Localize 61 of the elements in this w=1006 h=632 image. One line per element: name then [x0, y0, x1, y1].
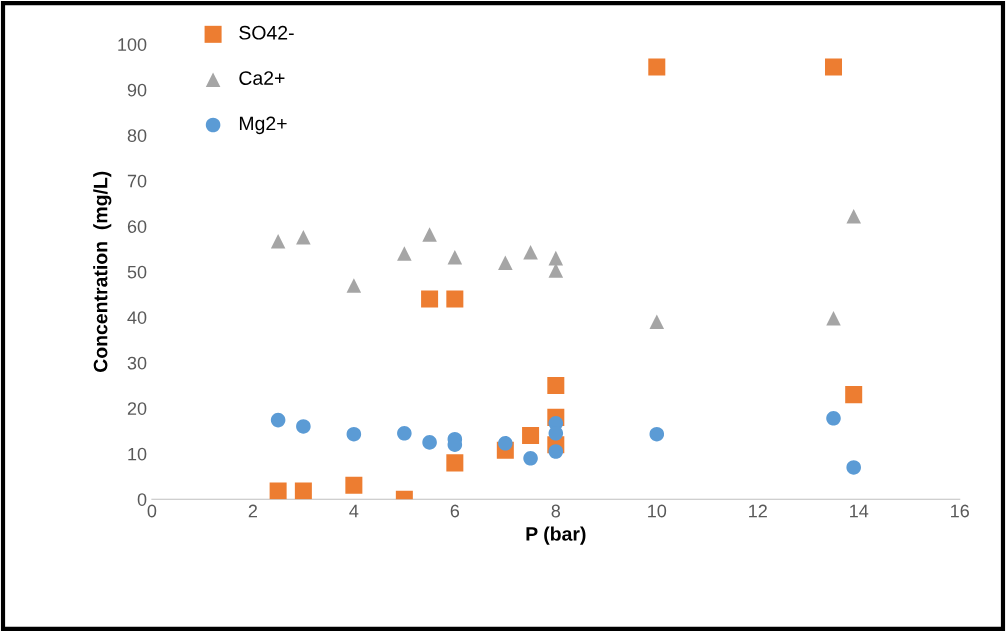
point — [345, 476, 363, 494]
point — [523, 451, 538, 466]
point — [648, 58, 666, 76]
x-tick-label: 2 — [248, 504, 257, 518]
x-tick-label: 14 — [850, 504, 869, 518]
point — [397, 246, 412, 261]
point — [294, 482, 312, 500]
point — [846, 208, 861, 224]
y-tick-label: 40 — [127, 311, 147, 324]
point — [498, 255, 513, 270]
point — [548, 444, 564, 459]
x-tick-label: 6 — [450, 504, 460, 518]
y-axis-title: Concentration (mg/L) — [93, 171, 112, 372]
point — [826, 411, 841, 426]
point — [446, 454, 464, 472]
point — [548, 426, 564, 441]
point — [498, 436, 513, 451]
legend-label: SO42- — [239, 25, 294, 40]
point — [547, 377, 565, 395]
x-tick-label: 12 — [749, 504, 767, 518]
x-tick-label: 4 — [349, 504, 359, 518]
x-tick-label: 8 — [551, 504, 561, 518]
y-tick-label: 20 — [127, 402, 147, 415]
point — [548, 250, 564, 266]
point — [346, 426, 362, 442]
x-axis-title: P (bar) — [526, 526, 586, 545]
point — [270, 412, 286, 428]
point — [346, 278, 362, 293]
point — [422, 227, 437, 242]
point — [846, 460, 861, 475]
point — [421, 290, 439, 308]
point — [845, 386, 863, 404]
legend-label: Ca2+ — [239, 71, 285, 85]
point — [270, 233, 286, 249]
point — [522, 427, 540, 445]
y-tick-label: 70 — [127, 174, 147, 188]
point — [649, 426, 665, 442]
point — [296, 419, 311, 434]
point — [523, 244, 538, 260]
y-tick-label: 50 — [127, 265, 147, 279]
y-tick-label: 10 — [128, 447, 147, 461]
x-tick-label: 0 — [147, 504, 157, 518]
point — [446, 290, 464, 308]
y-tick-label: 0 — [137, 493, 147, 506]
point — [296, 229, 311, 245]
point — [825, 58, 843, 76]
y-tick-label: 90 — [127, 83, 147, 97]
legend-label: Mg2+ — [239, 116, 287, 135]
y-tick-label: 100 — [118, 38, 147, 51]
y-tick-label: 60 — [127, 220, 147, 233]
point — [649, 314, 665, 330]
point — [447, 249, 463, 265]
point — [397, 426, 412, 441]
point — [548, 263, 564, 278]
point — [422, 435, 437, 450]
y-tick-label: 80 — [127, 129, 147, 142]
y-tick-label: 30 — [127, 356, 147, 370]
x-tick-label: 16 — [951, 504, 969, 518]
x-tick-label: 10 — [648, 504, 667, 518]
point — [826, 310, 841, 326]
point — [269, 482, 287, 500]
